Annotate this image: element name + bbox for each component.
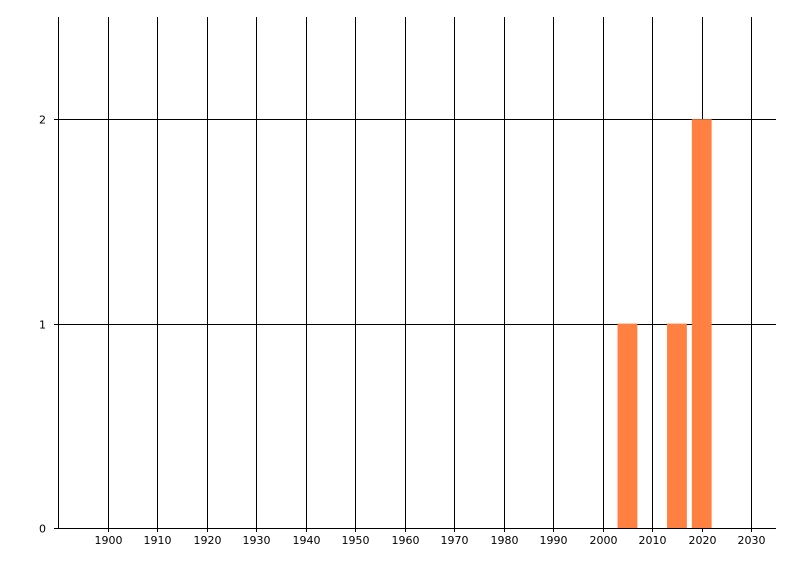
y-tick-label: 0	[39, 523, 46, 536]
x-tick-label: 2000	[590, 534, 618, 547]
x-tick-label: 1950	[342, 534, 370, 547]
x-tick-label: 1960	[392, 534, 420, 547]
y-tick-label: 2	[39, 114, 46, 127]
x-tick-label: 2020	[689, 534, 717, 547]
x-tick-label: 2030	[738, 534, 766, 547]
x-tick-label: 1940	[293, 534, 321, 547]
x-tick-label: 1900	[95, 534, 123, 547]
x-tick-label: 1980	[491, 534, 519, 547]
x-tick-label: 1970	[441, 534, 469, 547]
y-tick-label: 1	[39, 319, 46, 332]
bar	[617, 323, 638, 528]
x-tick-label: 1920	[194, 534, 222, 547]
x-tick-label: 1990	[540, 534, 568, 547]
bar	[667, 323, 687, 528]
x-tick-label: 1910	[144, 534, 172, 547]
x-tick-label: 1930	[243, 534, 271, 547]
x-tick-label: 2010	[639, 534, 667, 547]
bar	[691, 119, 712, 528]
